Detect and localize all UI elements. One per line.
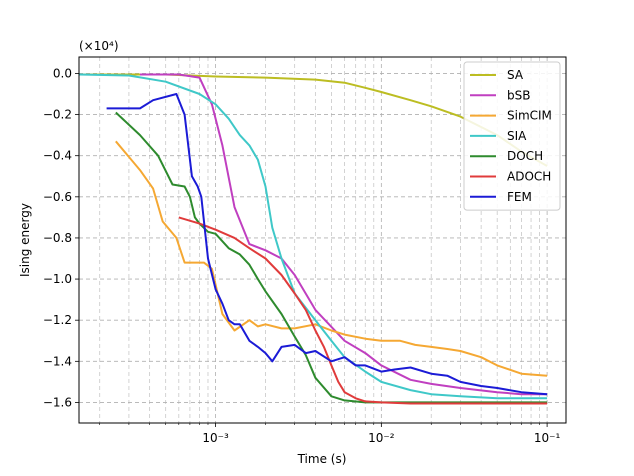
y-tick-label: −0.2 (43, 108, 72, 122)
series-line-simcim (115, 140, 548, 377)
legend-label-sia: SIA (507, 129, 527, 143)
series-line-bsb (140, 73, 548, 396)
legend: SA bSB SimCIM SIA DOCH ADOCH FEM (463, 61, 561, 211)
y-tick-label: −1.6 (43, 395, 72, 409)
y-axis-label: Ising energy (18, 203, 32, 277)
legend-label-sa: SA (507, 68, 524, 82)
x-axis-ticks: 10⁻³ 10⁻² 10⁻¹ (99, 423, 561, 445)
legend-label-bsb: bSB (507, 88, 530, 102)
x-axis-label: Time (s) (297, 452, 347, 466)
y-tick-label: −0.6 (43, 190, 72, 204)
series-line-sia (78, 73, 548, 400)
y-tick-label: −1.0 (43, 272, 72, 286)
series-line-adoch (178, 216, 548, 405)
y-tick-label: −1.2 (43, 313, 72, 327)
x-tick-label: 10⁻¹ (534, 431, 561, 445)
series-line-fem (106, 93, 548, 396)
x-tick-label: 10⁻² (368, 431, 395, 445)
x-tick-label: 10⁻³ (202, 431, 229, 445)
legend-label-fem: FEM (507, 190, 532, 204)
y-tick-label: −0.4 (43, 149, 72, 163)
legend-label-doch: DOCH (507, 149, 543, 163)
legend-box (463, 61, 561, 211)
y-tick-label: −0.8 (43, 231, 72, 245)
legend-label-adoch: ADOCH (507, 170, 551, 184)
y-axis-ticks: 0.0 −0.2 −0.4 −0.6 −0.8 −1.0 −1.2 −1.4 −1.6 (43, 66, 79, 409)
y-tick-label: 0.0 (53, 66, 72, 80)
plot-frame (78, 56, 567, 424)
grid-minor (99, 57, 540, 423)
y-offset-label: (×10⁴) (79, 39, 119, 53)
legend-label-simcim: SimCIM (507, 109, 552, 123)
grid-major (79, 57, 566, 423)
y-tick-label: −1.4 (43, 354, 72, 368)
